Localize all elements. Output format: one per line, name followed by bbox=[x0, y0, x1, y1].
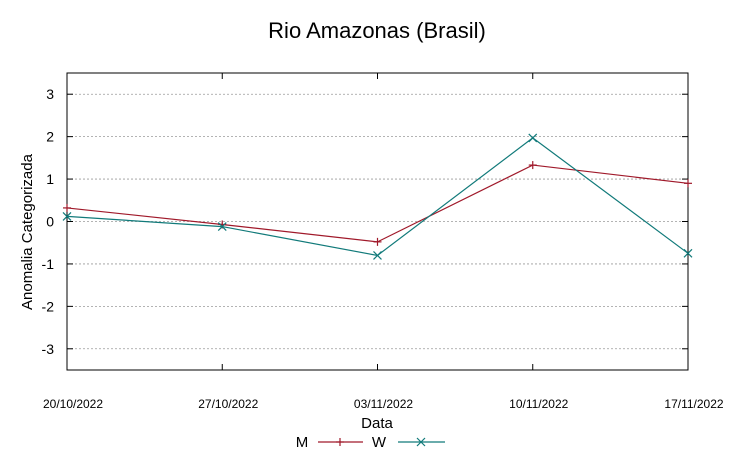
y-axis: 3 2 1 0 -1 -2 -3 bbox=[42, 86, 688, 357]
x-axis-label: Data bbox=[361, 415, 393, 432]
legend-label-m: M bbox=[296, 434, 309, 451]
x-tick-label: 17/11/2022 bbox=[664, 397, 723, 411]
x-axis: 20/10/2022 27/10/2022 03/11/2022 10/11/2022… bbox=[43, 73, 724, 411]
legend-marker-m bbox=[336, 438, 344, 446]
data-point-w bbox=[217, 222, 227, 232]
legend-marker-point-m bbox=[336, 438, 344, 446]
x-tick-label: 10/11/2022 bbox=[509, 397, 568, 411]
data-point-w bbox=[528, 133, 538, 143]
y-tick-label: -2 bbox=[42, 298, 55, 314]
y-axis-label: Anomalia Categorizada bbox=[19, 153, 36, 310]
data-point-m bbox=[373, 237, 382, 246]
x-tick-label: 03/11/2022 bbox=[354, 397, 413, 411]
series-layer bbox=[62, 133, 693, 260]
x-tick-label: 20/10/2022 bbox=[43, 397, 103, 411]
legend-marker-point-w bbox=[416, 437, 426, 447]
legend: M W bbox=[296, 434, 445, 451]
legend-label-w: W bbox=[372, 434, 387, 451]
y-tick-label: 2 bbox=[46, 129, 54, 145]
data-point-w bbox=[373, 251, 382, 260]
y-tick-label: -3 bbox=[42, 341, 55, 357]
x-tick-label: 27/10/2022 bbox=[198, 397, 258, 411]
data-point-m bbox=[684, 179, 692, 188]
y-tick-label: 0 bbox=[46, 214, 54, 230]
y-tick-label: 3 bbox=[46, 86, 54, 102]
data-point-w bbox=[683, 248, 693, 258]
data-point-m bbox=[63, 203, 71, 212]
chart-title: Rio Amazonas (Brasil) bbox=[268, 18, 486, 43]
data-point-m bbox=[528, 161, 537, 170]
grid bbox=[67, 93, 688, 350]
data-point-w bbox=[62, 211, 72, 221]
y-tick-label: 1 bbox=[46, 171, 54, 187]
legend-marker-w bbox=[416, 437, 426, 447]
y-tick-label: -1 bbox=[42, 256, 55, 272]
